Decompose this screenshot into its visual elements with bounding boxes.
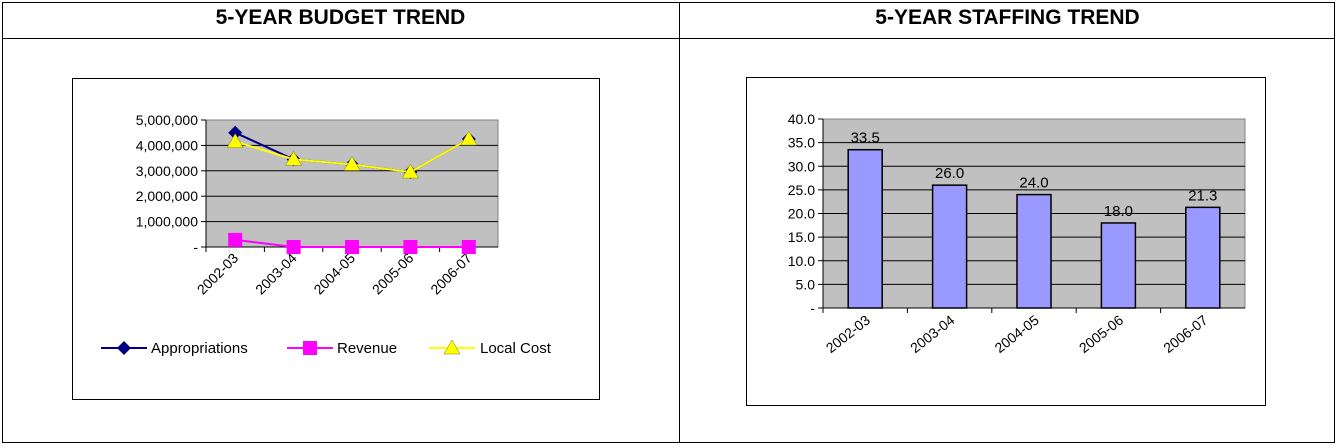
legend-marker xyxy=(443,339,461,355)
bar xyxy=(1185,206,1221,309)
x-tick-label: 2003-04 xyxy=(907,312,958,356)
legend-label: Revenue xyxy=(337,340,397,357)
x-tick-label: 2004-05 xyxy=(310,250,358,298)
y-tick-label: - xyxy=(810,300,815,316)
data-point-revenue xyxy=(286,240,301,254)
data-point-revenue xyxy=(403,240,418,254)
y-tick-label: 25.0 xyxy=(788,182,815,198)
y-tick-label: 4,000,000 xyxy=(136,137,198,153)
x-tick-label: 2006-07 xyxy=(1160,312,1211,356)
data-point-revenue xyxy=(461,240,476,254)
y-tick-label: 30.0 xyxy=(788,158,815,174)
bar xyxy=(931,184,968,309)
budget-chart-box: - 1,000,000 2,000,000 3,000,000 4,000,000 5,0… xyxy=(72,78,600,400)
header-rule xyxy=(2,38,1335,39)
staffing-bar-chart: - 5.0 10.0 15.0 20.0 25.0 30.0 35.0 40.0 33.5 2002… xyxy=(788,111,1246,356)
y-tick-label: 1,000,000 xyxy=(136,214,198,230)
column-divider xyxy=(679,2,680,443)
x-tick-label: 2004-05 xyxy=(992,312,1043,356)
y-tick-label: 15.0 xyxy=(788,229,815,245)
y-tick-label: - xyxy=(193,239,198,255)
y-tick-label: 3,000,000 xyxy=(136,163,198,179)
data-point-revenue xyxy=(345,240,359,254)
data-point-local-cost xyxy=(343,155,361,171)
data-point-local-cost xyxy=(226,133,244,148)
data-point-appropriations xyxy=(228,125,243,140)
legend-label: Local Cost xyxy=(480,340,552,357)
x-tick-label: 2005-06 xyxy=(1076,312,1127,356)
data-point-local-cost xyxy=(401,163,419,179)
data-label: 21.3 xyxy=(1188,187,1217,204)
y-tick-label: 35.0 xyxy=(788,135,815,151)
x-tick-label: 2002-03 xyxy=(194,250,242,298)
y-tick-label: 5.0 xyxy=(796,276,816,292)
data-label: 24.0 xyxy=(1019,175,1048,192)
staffing-trend-title: 5-YEAR STAFFING TREND xyxy=(875,6,1140,29)
bar xyxy=(1016,193,1052,309)
y-tick-label: 5,000,000 xyxy=(136,112,198,128)
x-tick-label: 2002-03 xyxy=(823,312,874,356)
budget-trend-title: 5-YEAR BUDGET TREND xyxy=(215,6,466,29)
y-tick-label: 20.0 xyxy=(788,206,815,222)
bar xyxy=(1100,222,1137,309)
y-tick-label: 10.0 xyxy=(788,253,815,269)
y-tick-label: 40.0 xyxy=(788,111,815,127)
data-point-local-cost xyxy=(285,150,303,166)
legend-label: Appropriations xyxy=(151,340,248,357)
data-label: 18.0 xyxy=(1104,203,1133,220)
page-frame xyxy=(2,2,1335,443)
data-point-local-cost xyxy=(460,130,478,146)
legend-marker xyxy=(303,341,317,355)
data-label: 33.5 xyxy=(851,130,880,147)
x-tick-label: 2006-07 xyxy=(427,250,475,298)
bar xyxy=(847,148,883,309)
y-tick-label: 2,000,000 xyxy=(136,188,198,204)
budget-line-chart: - 1,000,000 2,000,000 3,000,000 4,000,000 5,0… xyxy=(101,112,552,357)
data-label: 26.0 xyxy=(935,165,964,182)
staffing-chart-box: - 5.0 10.0 15.0 20.0 25.0 30.0 35.0 40.0 33.5 2002… xyxy=(746,77,1266,406)
x-tick-label: 2003-04 xyxy=(252,250,300,298)
legend-marker xyxy=(117,341,131,355)
x-tick-label: 2005-06 xyxy=(369,250,417,298)
data-point-revenue xyxy=(228,232,243,247)
